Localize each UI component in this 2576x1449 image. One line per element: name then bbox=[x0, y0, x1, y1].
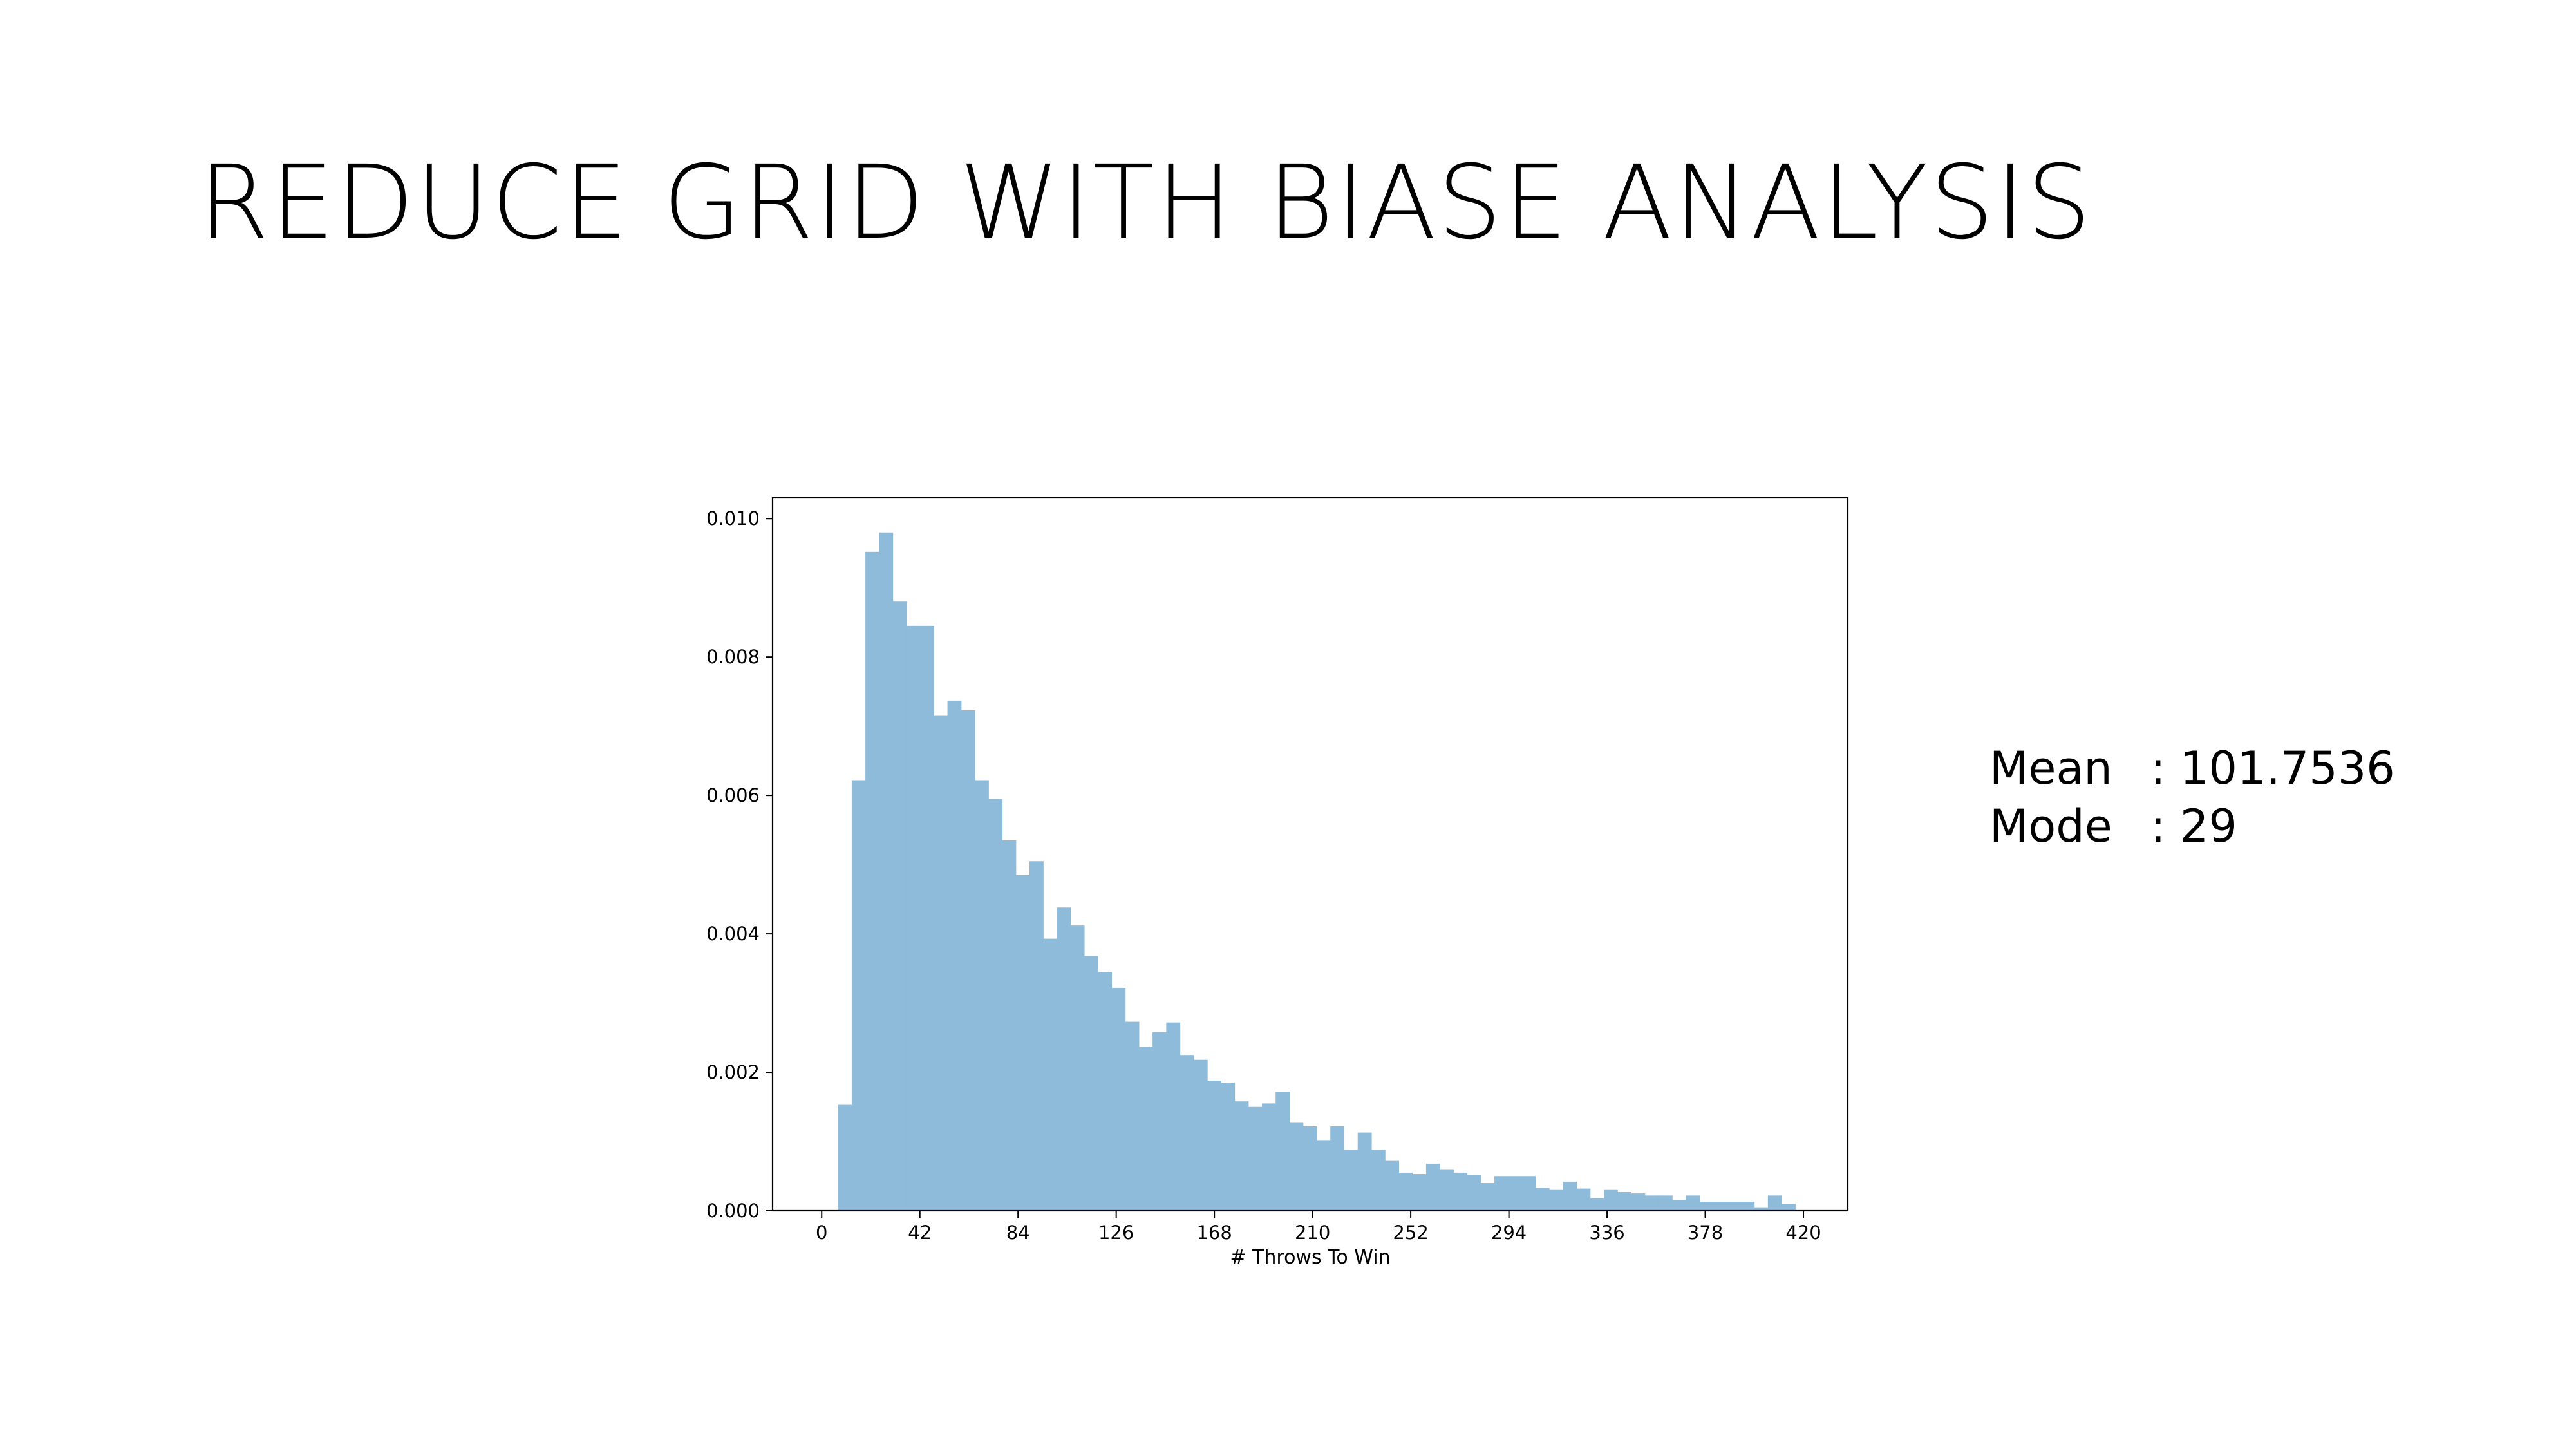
histogram-bar bbox=[1015, 875, 1030, 1211]
histogram-bar bbox=[1057, 907, 1071, 1211]
histogram-bar bbox=[988, 799, 1003, 1211]
y-tick-label: 0.006 bbox=[706, 784, 760, 806]
histogram-bar bbox=[1412, 1174, 1427, 1211]
y-tick-label: 0.004 bbox=[706, 923, 760, 945]
histogram-bar bbox=[892, 601, 907, 1211]
histogram-bar bbox=[1275, 1092, 1290, 1211]
histogram-bar bbox=[975, 780, 989, 1211]
mean-label: Mean bbox=[1989, 742, 2112, 795]
histogram-bar bbox=[1453, 1172, 1468, 1211]
x-tick-label: 168 bbox=[1196, 1222, 1232, 1244]
histogram-bar bbox=[1576, 1188, 1591, 1211]
y-tick-label: 0.010 bbox=[706, 507, 760, 529]
histogram-bar bbox=[1713, 1202, 1727, 1211]
histogram-bar bbox=[1658, 1195, 1673, 1211]
histogram-bars bbox=[838, 532, 1796, 1211]
histogram-bar bbox=[1440, 1169, 1454, 1211]
mean-value: : 101.7536 bbox=[2150, 742, 2395, 795]
x-tick-label: 294 bbox=[1491, 1222, 1527, 1244]
histogram-bar bbox=[1782, 1204, 1796, 1211]
histogram-bar bbox=[1330, 1126, 1345, 1211]
histogram-bar bbox=[1617, 1191, 1632, 1211]
histogram-bar bbox=[1357, 1132, 1372, 1211]
x-axis: 0 42 84 126 168 210 252 294 336 378 420 bbox=[816, 1211, 1821, 1244]
histogram-bar bbox=[1603, 1189, 1618, 1211]
histogram-bar bbox=[1644, 1195, 1659, 1211]
histogram-bar bbox=[1549, 1189, 1563, 1211]
histogram-bar bbox=[906, 625, 921, 1211]
histogram-chart: 0 42 84 126 168 210 252 294 336 378 420 0.000 0.002… bbox=[706, 497, 1849, 1269]
histogram-bar bbox=[1344, 1150, 1359, 1211]
histogram-bar bbox=[1686, 1195, 1700, 1211]
histogram-bar bbox=[1521, 1176, 1536, 1211]
histogram-bar bbox=[1398, 1172, 1413, 1211]
x-axis-label: # Throws To Win bbox=[1230, 1246, 1390, 1269]
x-tick-label: 126 bbox=[1098, 1222, 1134, 1244]
histogram-bar bbox=[1152, 1032, 1167, 1211]
histogram-bar bbox=[1740, 1202, 1755, 1211]
histogram-bar bbox=[865, 551, 879, 1211]
histogram-bar bbox=[1631, 1193, 1646, 1211]
histogram-bar bbox=[1098, 972, 1113, 1211]
x-tick-label: 42 bbox=[908, 1222, 932, 1244]
plot-frame bbox=[771, 497, 1849, 1212]
x-tick-label: 378 bbox=[1688, 1222, 1723, 1244]
histogram-bar bbox=[1480, 1183, 1495, 1211]
histogram-bar bbox=[1180, 1055, 1194, 1211]
histogram-bar bbox=[1029, 861, 1044, 1211]
histogram-bar bbox=[1248, 1106, 1263, 1211]
histogram-bar bbox=[1385, 1160, 1400, 1211]
x-tick-label: 84 bbox=[1006, 1222, 1030, 1244]
y-axis: 0.000 0.002 0.004 0.006 0.008 0.010 bbox=[706, 507, 773, 1222]
histogram-bar bbox=[934, 715, 948, 1211]
x-tick-label: 252 bbox=[1393, 1222, 1428, 1244]
y-tick-label: 0.000 bbox=[706, 1200, 760, 1222]
histogram-bar bbox=[1494, 1176, 1509, 1211]
histogram-bar bbox=[1043, 938, 1058, 1211]
histogram-bar bbox=[1289, 1122, 1304, 1211]
histogram-bar bbox=[1070, 925, 1085, 1211]
histogram-bar bbox=[1727, 1202, 1741, 1211]
histogram-bar bbox=[1125, 1021, 1140, 1211]
histogram-bar bbox=[1262, 1103, 1276, 1211]
histogram-bar bbox=[1084, 956, 1098, 1211]
histogram-bar bbox=[1754, 1207, 1769, 1211]
mode-value: : 29 bbox=[2150, 800, 2237, 853]
slide-title: REDUCE GRID WITH BIASE ANALYSIS bbox=[198, 144, 2092, 262]
histogram-bar bbox=[1111, 987, 1126, 1211]
histogram-bar bbox=[1316, 1140, 1331, 1211]
histogram-bar bbox=[1699, 1202, 1714, 1211]
x-tick-label: 210 bbox=[1295, 1222, 1330, 1244]
histogram-bar bbox=[1767, 1195, 1782, 1211]
histogram-bar bbox=[1508, 1176, 1523, 1211]
histogram-bar bbox=[879, 532, 894, 1211]
histogram-bar bbox=[1166, 1022, 1181, 1211]
mode-label: Mode bbox=[1989, 800, 2112, 853]
histogram-bar bbox=[1563, 1181, 1577, 1211]
histogram-bar bbox=[838, 1104, 852, 1211]
histogram-bar bbox=[1590, 1198, 1604, 1211]
histogram-bar bbox=[1221, 1083, 1236, 1211]
x-tick-label: 336 bbox=[1589, 1222, 1624, 1244]
x-tick-label: 0 bbox=[816, 1222, 827, 1244]
histogram-bar bbox=[1672, 1200, 1687, 1211]
histogram-bar bbox=[1234, 1101, 1249, 1211]
histogram-bar bbox=[1371, 1150, 1386, 1211]
histogram-bar bbox=[1207, 1080, 1221, 1211]
histogram-bar bbox=[1138, 1046, 1153, 1211]
histogram-bar bbox=[1302, 1126, 1317, 1211]
histogram-bar bbox=[920, 625, 934, 1211]
histogram-bar bbox=[1193, 1059, 1208, 1211]
y-tick-label: 0.008 bbox=[706, 646, 760, 668]
histogram-bar bbox=[1535, 1188, 1550, 1211]
histogram-bar bbox=[851, 780, 866, 1211]
y-tick-label: 0.002 bbox=[706, 1061, 760, 1083]
histogram-bar bbox=[1467, 1175, 1481, 1211]
histogram-bar bbox=[961, 710, 975, 1211]
histogram-bar bbox=[1002, 840, 1017, 1211]
histogram-bar bbox=[1425, 1163, 1440, 1211]
histogram-bar bbox=[947, 700, 962, 1211]
x-tick-label: 420 bbox=[1785, 1222, 1821, 1244]
